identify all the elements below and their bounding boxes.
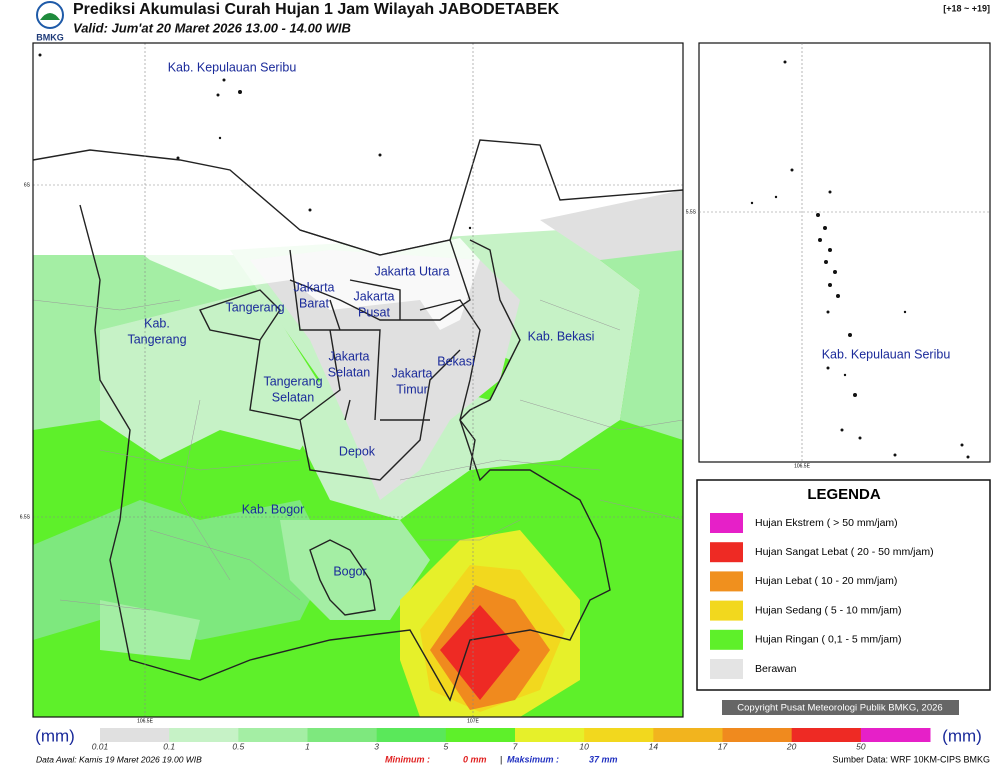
region-label: Pusat [358, 305, 390, 319]
region-label: Jakarta [354, 289, 395, 303]
map-frame [32, 42, 684, 718]
legend-swatch [710, 571, 743, 592]
legend-swatch [710, 542, 743, 563]
legend-label: Hujan Sangat Lebat ( 20 - 50 mm/jam) [755, 546, 934, 558]
legend: LEGENDA Hujan Ekstrem ( > 50 mm/jam) Huja… [696, 479, 991, 691]
region-labels: Kab. Kepulauan Seribu Jakarta Utara Jakart… [127, 60, 594, 578]
subtitle: Valid: Jum'at 20 Maret 2026 13.00 - 14.0… [73, 20, 351, 35]
legend-swatch [710, 600, 743, 621]
region-label: Tangerang [263, 374, 322, 388]
colorbar-segment [791, 728, 862, 742]
min-value: 0 mm [463, 754, 487, 764]
region-label: Bekasi [437, 354, 475, 368]
lat-tick: 6S [24, 182, 31, 188]
region-label: Selatan [328, 365, 370, 379]
colorbar-segment [376, 728, 447, 742]
region-label: Barat [299, 296, 329, 310]
lat-tick: 5.5S [686, 209, 697, 215]
legend-label: Hujan Lebat ( 10 - 20 mm/jam) [755, 575, 897, 587]
inset-map: 5.5S 106.5E Kab. Kepulauan Seribu [686, 42, 991, 469]
colorbar-tick-label: 0.01 [92, 741, 109, 751]
region-label: Jakarta [329, 349, 370, 363]
region-label: Kab. Bogor [242, 502, 305, 516]
lon-tick: 107E [467, 718, 479, 724]
colorbar-tick-label: 5 [443, 741, 448, 751]
colorbar-tick-label: 17 [718, 741, 728, 751]
colorbar-tick-label: 1 [305, 741, 310, 751]
region-label: Kab. Kepulauan Seribu [168, 60, 297, 74]
region-label: Kab. [144, 316, 170, 330]
colorbar-tick-label: 7 [513, 741, 518, 751]
logo: BMKG [36, 1, 64, 42]
range: [+18 ~ +19] [943, 3, 990, 13]
colorbar-tick-label: 0.5 [232, 741, 244, 751]
copyright-bg [722, 700, 959, 715]
logo-text: BMKG [36, 32, 64, 42]
unit: (mm) [942, 726, 982, 745]
legend-label: Berawan [755, 663, 797, 675]
colorbar-segment [100, 728, 170, 742]
region-label: Kab. Bekasi [528, 329, 595, 343]
copyright: Copyright Pusat Meteorologi Publik BMKG,… [737, 703, 942, 714]
colorbar-segment [860, 728, 931, 742]
legend-swatch [710, 629, 743, 650]
lat-tick: 6.5S [20, 514, 31, 520]
colorbar-tick-label: 0.1 [163, 741, 175, 751]
unit: (mm) [35, 726, 75, 745]
main-map [33, 43, 683, 717]
colorbar-tick-label: 20 [786, 741, 797, 751]
colorbar-segment [722, 728, 793, 742]
region-label: Tangerang [225, 300, 284, 314]
max-value: 37 mm [589, 754, 618, 764]
colorbar-segment [515, 728, 585, 742]
colorbar-tick-label: 3 [374, 741, 379, 751]
region-label: Tangerang [127, 332, 186, 346]
region-label: Jakarta [294, 280, 335, 294]
region-label: Bogor [333, 564, 366, 578]
colorbar-segment [307, 728, 378, 742]
min-label: Minimum : [385, 754, 430, 764]
region-label: Jakarta Utara [374, 264, 449, 278]
separator: | [500, 754, 502, 764]
max-label: Maksimum : [507, 754, 559, 764]
legend-label: Hujan Ringan ( 0,1 - 5 mm/jam) [755, 634, 901, 646]
title: Prediksi Akumulasi Curah Hujan 1 Jam Wil… [73, 1, 560, 18]
inset-label: Kab. Kepulauan Seribu [822, 347, 951, 361]
colorbar-segment [169, 728, 239, 742]
legend-swatch [710, 659, 743, 679]
colorbar-segment [238, 728, 308, 742]
region-label: Jakarta [392, 366, 433, 380]
colorbar-tick-label: 10 [579, 741, 589, 751]
region-label: Timur [396, 382, 427, 396]
colorbar-tick-label: 50 [856, 741, 866, 751]
colorbar-segment [445, 728, 516, 742]
colorbar-segment [584, 728, 654, 742]
lon-tick: 106.5E [137, 718, 154, 724]
legend-label: Hujan Ekstrem ( > 50 mm/jam) [755, 517, 898, 529]
colorbar-segment [653, 728, 723, 742]
lon-tick: 106.5E [794, 463, 811, 469]
data-awal: Data Awal: Kamis 19 Maret 2026 19.00 WIB [36, 754, 202, 764]
colorbar-tick-label: 14 [649, 741, 659, 751]
region-label: Selatan [272, 390, 314, 404]
legend-label: Hujan Sedang ( 5 - 10 mm/jam) [755, 604, 901, 616]
legend-title: LEGENDA [807, 486, 881, 503]
legend-swatch [710, 513, 743, 533]
source: Sumber Data: WRF 10KM-CIPS BMKG [832, 754, 990, 764]
colorbar: (mm) (mm) 0.01 0.1 0.5 1 3 5 7 10 14 17 20 50 [35, 726, 982, 751]
region-label: Depok [339, 444, 376, 458]
